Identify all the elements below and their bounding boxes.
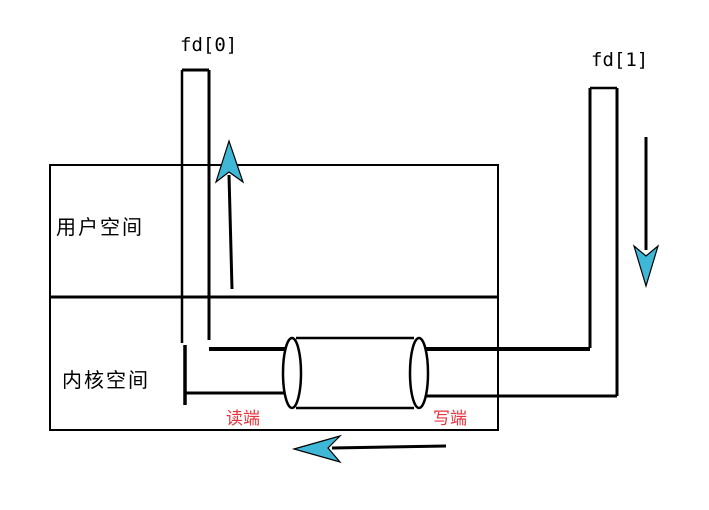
pipe-cylinder xyxy=(281,336,430,410)
write-end-label: 写端 xyxy=(433,409,467,429)
fd0-label: fd[0] xyxy=(180,34,237,56)
fd1-label: fd[1] xyxy=(591,49,648,71)
down-arrow-icon xyxy=(632,137,660,289)
kernel-space-label: 内核空间 xyxy=(62,368,150,392)
up-arrow-icon xyxy=(214,139,245,290)
read-end-label: 读端 xyxy=(226,409,260,429)
left-arrow-icon xyxy=(291,434,447,464)
read-tube xyxy=(180,68,288,405)
user-space-label: 用户空间 xyxy=(56,215,144,239)
write-tube xyxy=(426,86,619,398)
pipe-write-opening xyxy=(408,336,430,410)
pipe-read-opening xyxy=(281,336,303,410)
